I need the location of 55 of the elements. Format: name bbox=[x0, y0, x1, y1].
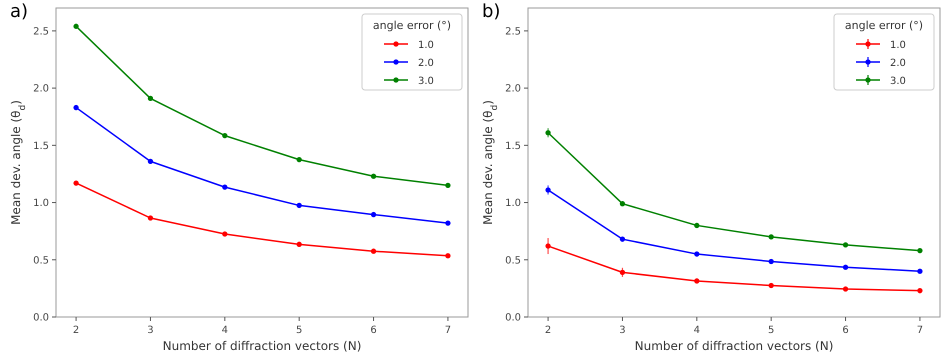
y-tick-label: 0.0 bbox=[33, 312, 49, 324]
x-tick-label: 3 bbox=[619, 325, 626, 336]
x-tick-label: 2 bbox=[544, 325, 552, 336]
x-tick-label: 6 bbox=[370, 325, 377, 336]
y-tick-label: 1.5 bbox=[33, 140, 49, 152]
y-tick-label: 2.5 bbox=[33, 26, 49, 38]
legend-label: 2.0 bbox=[890, 58, 906, 69]
point bbox=[370, 212, 376, 218]
point bbox=[296, 157, 302, 162]
point bbox=[222, 231, 228, 237]
y-tick-label: 1.0 bbox=[505, 198, 521, 210]
legend-label: 3.0 bbox=[418, 76, 434, 87]
y-tick-label: 2.0 bbox=[33, 84, 49, 95]
x-tick-label: 4 bbox=[694, 325, 700, 336]
legend-label: 2.0 bbox=[418, 58, 434, 69]
point bbox=[148, 215, 154, 221]
y-tick-label: 1.5 bbox=[505, 140, 521, 152]
y-tick-label: 0.5 bbox=[33, 255, 49, 266]
point bbox=[370, 248, 376, 254]
x-tick-label: 7 bbox=[444, 325, 452, 336]
point bbox=[296, 202, 302, 208]
x-tick-label: 4 bbox=[222, 325, 228, 336]
legend-title: angle error (°) bbox=[844, 19, 924, 32]
point bbox=[296, 242, 302, 247]
text: b) bbox=[482, 1, 500, 22]
point bbox=[222, 184, 228, 190]
x-tick-label: 6 bbox=[842, 325, 849, 336]
legend-title: angle error (°) bbox=[372, 19, 452, 32]
y-tick-label: 1.0 bbox=[33, 198, 49, 210]
x-tick-label: 5 bbox=[768, 325, 774, 336]
legend-label: 1.0 bbox=[890, 40, 906, 51]
point bbox=[445, 220, 451, 226]
y-tick-label: 2.5 bbox=[505, 26, 521, 38]
x-tick-label: 3 bbox=[147, 325, 154, 336]
x-axis-title: Number of diffraction vectors (N) bbox=[634, 339, 834, 353]
legend-label: 3.0 bbox=[890, 76, 906, 87]
y-tick-label: 0.5 bbox=[505, 255, 521, 266]
x-tick-label: 5 bbox=[296, 325, 302, 336]
y-tick-label: 2.0 bbox=[505, 84, 521, 95]
point bbox=[222, 132, 228, 138]
point bbox=[73, 24, 79, 29]
legend-label: 1.0 bbox=[418, 40, 434, 51]
point bbox=[370, 174, 376, 179]
y-tick-label: 0.0 bbox=[505, 312, 521, 324]
point bbox=[148, 158, 154, 164]
text: a) bbox=[10, 1, 28, 22]
x-axis-title: Number of diffraction vectors (N) bbox=[162, 339, 362, 353]
point bbox=[148, 96, 154, 102]
point bbox=[445, 253, 451, 258]
point bbox=[73, 180, 79, 186]
x-tick-label: 2 bbox=[72, 325, 80, 336]
point bbox=[445, 182, 451, 188]
point bbox=[73, 104, 79, 110]
x-tick-label: 7 bbox=[916, 325, 924, 336]
point bbox=[545, 243, 551, 249]
